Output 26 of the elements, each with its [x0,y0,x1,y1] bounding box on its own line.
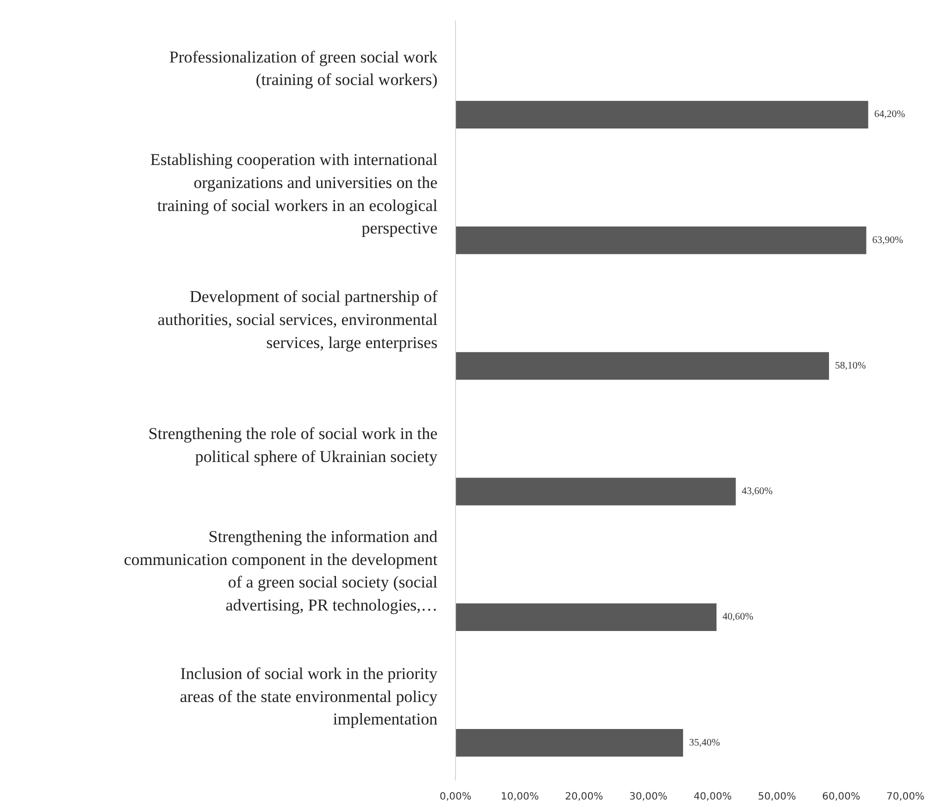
x-tick-label: 30,00% [629,792,668,802]
x-tick-label: 20,00% [565,792,604,802]
y-tick-label: Establishing cooperation with international organizations and universities on the training of social workers in an ecological perspective [150,150,438,238]
bar [456,100,868,129]
bar [456,603,716,632]
data-label: 35,40% [689,737,720,748]
y-tick-label: Strengthening the information and communication component in the development of a green social society (social advertising, PR technologies,… [124,527,438,614]
x-tick-label: 10,00% [500,792,539,802]
x-tick-label: 0,00% [440,792,472,802]
bar [456,728,684,757]
bar [456,352,829,380]
y-tick-label: Strengthening the role of social work in the political sphere of Ukrainian society [148,424,438,466]
x-tick-label: 40,00% [694,792,732,802]
bar [456,478,736,506]
y-tick-label: Development of social partnership of authorities, social services, environmental services, large enterprises [158,287,438,352]
x-tick-label: 60,00% [822,792,860,802]
x-tick-label: 70,00% [886,792,925,802]
bar [456,226,866,254]
data-label: 40,60% [722,612,754,623]
y-tick-label: Inclusion of social work in the priority areas of the state environmental policy implementation [180,664,438,729]
data-label: 63,90% [872,234,904,246]
y-tick-label: Professionalization of green social work (training of social workers) [169,47,438,90]
data-label: 43,60% [742,486,773,498]
x-tick-label: 50,00% [758,792,796,802]
data-label: 64,20% [874,109,906,120]
data-label: 58,10% [835,360,866,372]
